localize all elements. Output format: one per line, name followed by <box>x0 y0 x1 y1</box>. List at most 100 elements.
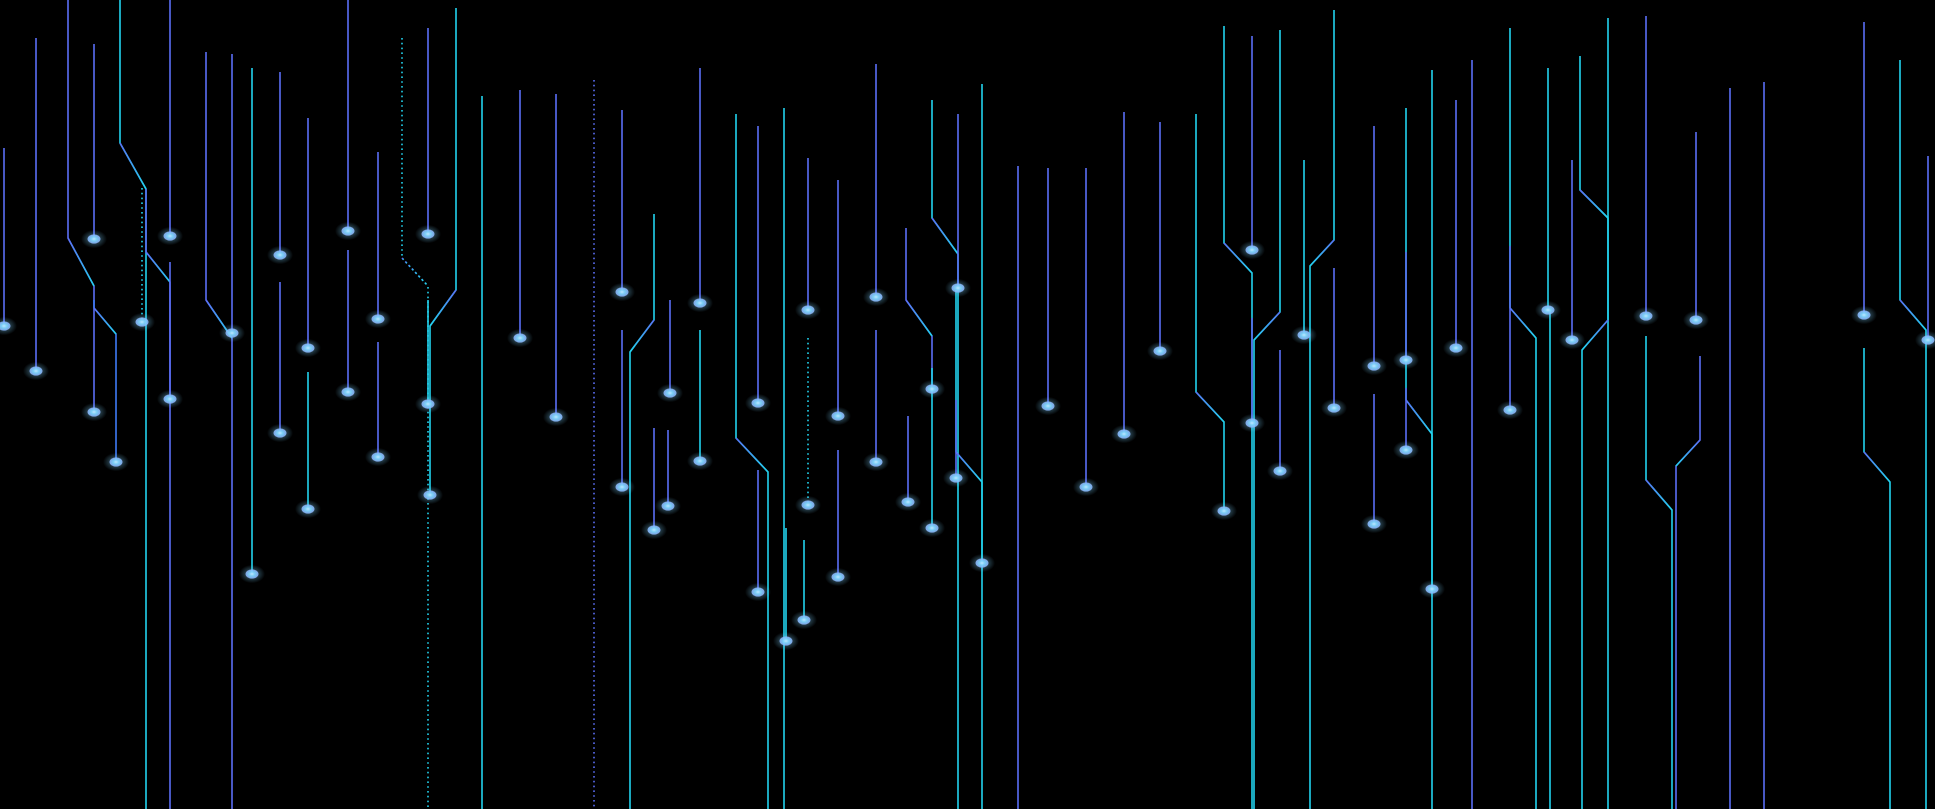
trace-terminal-dot <box>129 312 155 332</box>
trace-terminal-dot <box>1211 501 1237 521</box>
trace-jog-segment <box>1899 299 1927 331</box>
dot-core <box>1297 330 1311 340</box>
trace-terminal-dot <box>745 393 771 413</box>
dot-core <box>1503 405 1517 415</box>
trace-jog-segment <box>905 299 933 337</box>
trace-jog-segment <box>1509 307 1537 339</box>
trace-terminal-dot <box>641 520 667 540</box>
dot-core <box>901 497 915 507</box>
dot-core <box>225 328 239 338</box>
dot-core <box>925 384 939 394</box>
dot-core <box>549 412 563 422</box>
trace-jog-segment <box>1863 451 1891 483</box>
dot-core <box>615 287 629 297</box>
dot-core <box>109 457 123 467</box>
trace-terminal-dot <box>825 406 851 426</box>
trace-terminal-dot <box>1239 413 1265 433</box>
trace-terminal-dot <box>335 221 361 241</box>
trace-terminal-dot <box>969 553 995 573</box>
trace-terminal-dot <box>1321 398 1347 418</box>
trace-terminal-dot <box>1535 300 1561 320</box>
trace-jog-segment <box>1579 189 1609 219</box>
trace-terminal-dot <box>1683 310 1709 330</box>
dot-core <box>1921 335 1935 345</box>
dot-core <box>1153 346 1167 356</box>
dot-core <box>1449 343 1463 353</box>
trace-terminal-dot <box>1497 400 1523 420</box>
dot-core <box>1245 418 1259 428</box>
trace-terminal-dot <box>543 407 569 427</box>
dot-core <box>1327 403 1341 413</box>
trace-terminal-dot <box>895 492 921 512</box>
dot-core <box>1399 355 1413 365</box>
dot-core <box>421 399 435 409</box>
dot-core <box>1367 361 1381 371</box>
dot-core <box>1079 482 1093 492</box>
trace-terminal-dot <box>417 485 443 505</box>
dot-core <box>371 314 385 324</box>
dot-core <box>751 587 765 597</box>
trace-terminal-dot <box>267 423 293 443</box>
dot-core <box>421 229 435 239</box>
trace-terminal-dot <box>219 323 245 343</box>
trace-terminal-dot <box>795 495 821 515</box>
trace-terminal-dot <box>1393 350 1419 370</box>
trace-terminal-dot <box>507 328 533 348</box>
trace-terminal-dot <box>1419 579 1445 599</box>
trace-jog-segment <box>93 307 117 335</box>
dot-core <box>423 490 437 500</box>
trace-terminal-dot <box>157 389 183 409</box>
dot-core <box>693 456 707 466</box>
trace-jog-segment <box>1645 479 1673 511</box>
trace-terminal-dot <box>365 309 391 329</box>
dot-core <box>831 572 845 582</box>
trace-terminal-dot <box>1267 461 1293 481</box>
trace-terminal-dot <box>863 452 889 472</box>
dot-core <box>693 298 707 308</box>
trace-jog-segment <box>1581 319 1609 351</box>
trace-jog-segment <box>145 251 171 283</box>
trace-terminal-dot <box>1915 330 1935 350</box>
dot-core <box>245 569 259 579</box>
trace-terminal-dot <box>745 582 771 602</box>
trace-terminal-dot <box>81 229 107 249</box>
dot-core <box>1639 311 1653 321</box>
dot-core <box>1425 584 1439 594</box>
dot-core <box>163 231 177 241</box>
dot-core <box>951 283 965 293</box>
dot-core <box>341 387 355 397</box>
trace-terminal-dot <box>945 278 971 298</box>
dot-core <box>801 500 815 510</box>
dot-core <box>661 501 675 511</box>
dot-core <box>1041 401 1055 411</box>
trace-terminal-dot <box>1393 440 1419 460</box>
trace-jog-segment <box>955 451 983 483</box>
dot-core <box>273 250 287 260</box>
dot-core <box>949 473 963 483</box>
dot-core <box>135 317 149 327</box>
trace-terminal-dot <box>687 451 713 471</box>
dot-core <box>273 428 287 438</box>
trace-terminal-dot <box>1073 477 1099 497</box>
dot-core <box>869 292 883 302</box>
trace-jog-segment <box>119 142 147 190</box>
trace-terminal-dot <box>0 316 17 336</box>
trace-terminal-dot <box>687 293 713 313</box>
dot-core <box>647 525 661 535</box>
trace-jog-segment <box>1253 311 1281 341</box>
dot-core <box>1399 445 1413 455</box>
dot-core <box>371 452 385 462</box>
trace-terminal-dot <box>863 287 889 307</box>
dot-core <box>513 333 527 343</box>
dot-core <box>779 636 793 646</box>
trace-jog-segment <box>1675 439 1701 467</box>
trace-jog-segment <box>931 217 959 255</box>
trace-jog-segment <box>735 437 769 473</box>
trace-terminal-dot <box>1291 325 1317 345</box>
dot-core <box>1367 519 1381 529</box>
trace-terminal-dot <box>267 245 293 265</box>
trace-jog-segment <box>1223 242 1253 274</box>
trace-terminal-dot <box>1851 305 1877 325</box>
